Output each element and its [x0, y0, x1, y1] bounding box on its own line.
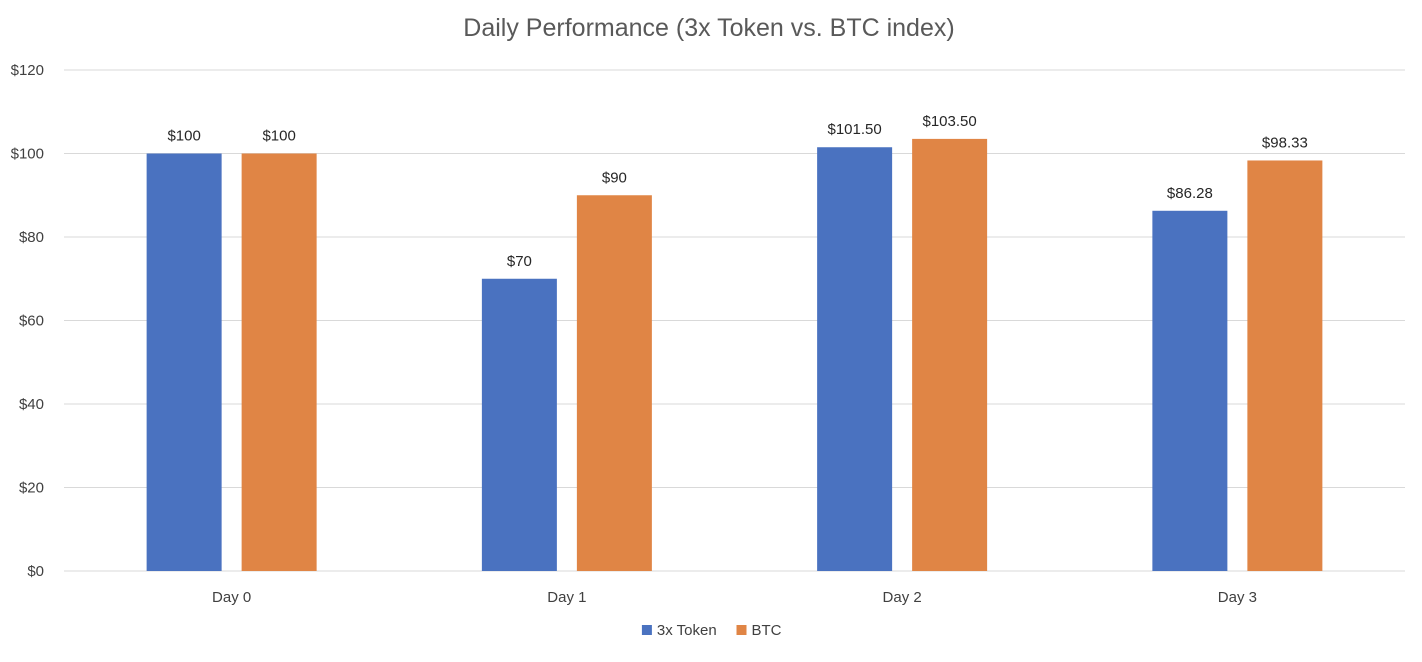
data-labels: $100 $100 $70 $90 $101.50 $103.50 $86.28 $98.33	[167, 113, 1307, 270]
y-axis-ticks: $0 $20 $40 $60 $80 $100 $120	[11, 62, 44, 580]
y-tick-label: $20	[19, 480, 44, 497]
bar-day-1-3x-token	[481, 278, 557, 571]
bars	[146, 138, 1323, 572]
bar-day-2-3x-token	[817, 147, 893, 572]
x-tick-label: Day 0	[212, 589, 251, 606]
data-label: $98.33	[1262, 134, 1308, 151]
data-label: $70	[507, 253, 532, 270]
x-axis-ticks: Day 0 Day 1 Day 2 Day 3	[212, 589, 1257, 606]
legend: 3x Token BTC	[641, 622, 782, 639]
data-label: $103.50	[923, 113, 977, 130]
y-tick-label: $80	[19, 229, 44, 246]
data-label: $100	[167, 128, 200, 145]
bar-day-0-btc	[241, 153, 317, 571]
bar-day-2-btc	[912, 138, 988, 571]
data-label: $90	[602, 169, 627, 186]
data-label: $101.50	[828, 121, 882, 138]
legend-label: BTC	[752, 622, 782, 639]
y-tick-label: $60	[19, 313, 44, 330]
y-tick-label: $0	[27, 563, 44, 580]
legend-swatch	[736, 625, 747, 635]
bar-day-1-btc	[576, 195, 652, 571]
data-label: $86.28	[1167, 185, 1213, 202]
x-tick-label: Day 2	[883, 589, 922, 606]
x-tick-label: Day 1	[547, 589, 586, 606]
y-tick-label: $40	[19, 396, 44, 413]
chart-title: Daily Performance (3x Token vs. BTC inde…	[463, 14, 954, 42]
bar-day-3-3x-token	[1152, 210, 1228, 571]
bar-day-3-btc	[1247, 160, 1323, 572]
legend-swatch	[641, 625, 652, 635]
legend-item-3x-token: 3x Token	[641, 622, 717, 639]
legend-label: 3x Token	[657, 622, 717, 639]
bar-day-0-3x-token	[146, 153, 222, 571]
data-label: $100	[262, 128, 295, 145]
y-tick-label: $120	[11, 62, 44, 79]
y-tick-label: $100	[11, 146, 44, 163]
x-tick-label: Day 3	[1218, 589, 1257, 606]
legend-item-btc: BTC	[736, 622, 782, 639]
